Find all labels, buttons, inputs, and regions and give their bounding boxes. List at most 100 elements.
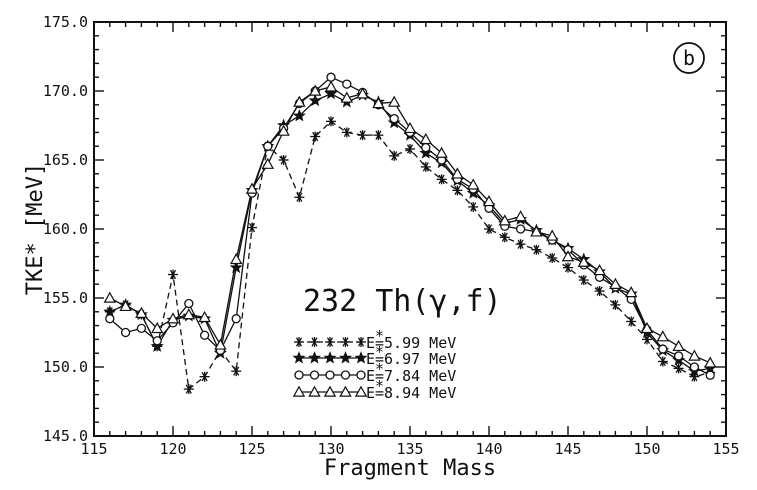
legend-label-prefix: E [366,367,375,385]
data-point-asterisk-marker [183,384,194,395]
legend-open-triangle-marker [323,385,337,397]
legend-open-circle-marker [356,370,366,380]
data-point-open-triangle-marker [182,308,196,320]
data-point-asterisk-marker [168,269,178,280]
x-axis-title: Fragment Mass [324,456,496,481]
data-point-open-triangle-marker [387,95,401,107]
data-point-open-triangle-marker [150,321,164,334]
data-point-open-circle-marker [120,327,131,338]
data-point-open-circle-marker [152,336,162,346]
data-point-asterisk-marker [610,299,621,310]
data-point-star-marker [419,146,433,159]
data-point-open-circle-marker [326,72,336,82]
data-point-open-triangle-marker [119,299,132,312]
data-point-open-circle-marker [231,314,241,324]
data-point-asterisk-marker [341,127,352,138]
legend-asterisk-marker [325,337,335,347]
data-point-open-triangle-marker [530,225,543,237]
legend-open-circle-marker [340,370,351,380]
data-point-open-triangle-marker [577,255,591,267]
data-point-asterisk-marker [515,239,526,250]
data-point-open-circle-marker [199,330,210,340]
legend-label-value: =6.97 MeV [375,350,456,368]
data-point-asterisk-marker [673,363,684,374]
x-tick-label: 150 [633,440,660,458]
data-point-asterisk-marker [247,222,257,233]
data-point-open-triangle-marker [545,229,559,241]
data-point-open-triangle-marker [498,214,512,226]
legend-star-marker [292,351,306,364]
data-point-open-triangle-marker [214,338,227,350]
x-tick-label: 145 [554,440,581,458]
data-point-star-marker [292,109,306,122]
data-point-open-triangle-marker [419,132,433,145]
legend-asterisk-marker [340,337,351,347]
legend-item-2: E *=6.97 MeV [292,343,456,368]
data-point-open-triangle-marker [656,330,670,342]
data-point-asterisk-marker [436,174,447,185]
series-markers-layer [103,72,717,395]
y-axis-title: TKE* [MeV] [23,163,48,295]
legend-star-marker [354,351,368,364]
legend-open-circle-marker [294,370,304,380]
legend-item-4: E *=8.94 MeV [292,377,456,402]
data-point-asterisk-marker [405,143,415,154]
y-tick-label: 170.0 [43,82,88,100]
data-point-open-triangle-marker [624,286,638,298]
legend-asterisk-marker [294,337,304,347]
data-point-asterisk-marker [389,150,400,161]
x-tick-label: 120 [159,440,186,458]
data-point-asterisk-marker [578,275,589,286]
data-point-open-circle-marker [658,344,668,354]
legend-item-3: E *=7.84 MeV [294,360,456,385]
data-point-asterisk-marker [531,244,542,255]
legend-label-prefix: E [366,350,375,368]
legend-star-marker [339,351,352,364]
x-tick-label: 125 [238,440,265,458]
legend-label-superscript: * [375,360,384,378]
legend-open-triangle-marker [339,385,352,397]
data-point-asterisk-marker [373,130,384,141]
legend-label-prefix: E [366,334,375,352]
legend-label-superscript: * [375,343,384,361]
legend-open-triangle-marker [308,385,321,397]
y-tick-label: 155.0 [43,289,88,307]
data-point-open-triangle-marker [261,157,275,169]
data-point-open-triangle-marker [198,310,211,323]
panel-label-badge: b [673,42,705,74]
data-point-asterisk-marker [452,185,463,196]
data-point-open-triangle-marker [435,146,448,158]
data-point-open-triangle-marker [640,321,654,334]
legend-asterisk-marker [356,337,366,347]
data-point-open-triangle-marker [166,312,180,324]
y-tick-label: 165.0 [43,151,88,169]
x-tick-label: 135 [396,440,423,458]
legend-star-marker [323,351,337,364]
data-point-asterisk-marker [499,232,510,243]
data-point-open-circle-marker [136,323,147,334]
data-point-asterisk-marker [468,201,479,212]
data-point-open-circle-marker [515,224,526,234]
legend-label-superscript: * [375,377,384,395]
legend-asterisk-marker [309,337,320,347]
ticks-layer: 115 120 125 130 135 140 145 150 155 145.0 150.0 155… [43,13,740,458]
data-point-open-triangle-marker [403,121,417,134]
panel-label-circle [673,42,705,74]
reaction-annotation: 232 Th(γ,f) [303,284,502,319]
data-point-asterisk-marker [231,366,242,377]
data-point-asterisk-marker [278,155,289,165]
data-point-open-triangle-marker [561,250,575,262]
legend-label-prefix: E [366,384,375,402]
y-tick-label: 145.0 [43,427,88,445]
data-point-open-circle-marker [389,113,399,124]
data-point-asterisk-marker [420,161,431,172]
legend-open-circle-marker [309,370,320,380]
data-point-open-triangle-marker [308,84,322,96]
y-tick-label: 160.0 [43,220,88,238]
data-point-star-marker [150,339,164,352]
data-point-asterisk-marker [563,262,573,273]
y-tick-label: 175.0 [43,13,88,31]
data-point-open-triangle-marker [340,91,354,103]
